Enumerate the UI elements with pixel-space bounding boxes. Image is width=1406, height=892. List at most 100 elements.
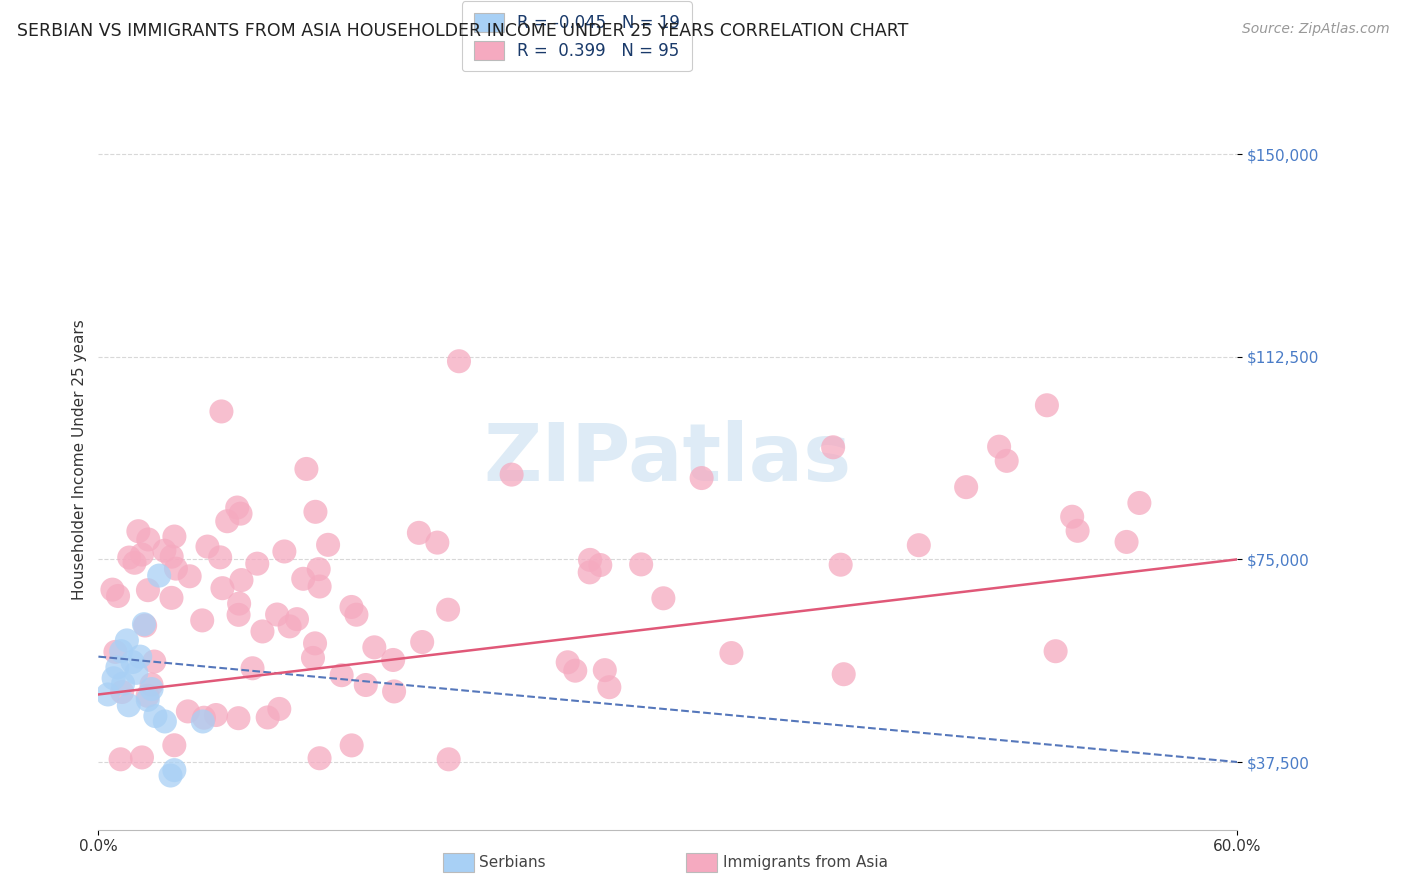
- Point: [110, 644, 132, 658]
- Point: [127, 524, 149, 539]
- Point: [104, 645, 127, 659]
- Point: [1128, 496, 1150, 510]
- Point: [145, 709, 167, 723]
- Point: [1045, 644, 1067, 658]
- Point: [143, 655, 166, 669]
- Point: [125, 665, 148, 680]
- Point: [316, 538, 339, 552]
- Point: [226, 500, 249, 515]
- Point: [266, 607, 288, 622]
- Point: [229, 507, 252, 521]
- Point: [107, 589, 129, 603]
- Point: [211, 581, 233, 595]
- Point: [129, 649, 152, 664]
- Point: [163, 530, 186, 544]
- Point: [148, 568, 170, 582]
- Point: [354, 678, 377, 692]
- Point: [269, 702, 291, 716]
- Point: [209, 550, 232, 565]
- Point: [907, 538, 929, 552]
- Point: [690, 471, 713, 485]
- Point: [217, 514, 239, 528]
- Point: [107, 660, 129, 674]
- Point: [231, 573, 253, 587]
- Point: [1066, 524, 1088, 538]
- Point: [426, 535, 449, 549]
- Point: [112, 676, 135, 690]
- Point: [160, 591, 183, 605]
- Point: [110, 752, 132, 766]
- Point: [995, 454, 1018, 468]
- Point: [823, 440, 845, 454]
- Point: [193, 711, 215, 725]
- Point: [163, 738, 186, 752]
- Point: [124, 556, 146, 570]
- Point: [340, 739, 363, 753]
- Point: [132, 617, 155, 632]
- Point: [447, 354, 470, 368]
- Point: [1062, 509, 1084, 524]
- Point: [246, 557, 269, 571]
- Point: [141, 681, 163, 696]
- Point: [564, 664, 586, 678]
- Point: [382, 653, 405, 667]
- Point: [346, 607, 368, 622]
- Point: [252, 624, 274, 639]
- Text: Immigrants from Asia: Immigrants from Asia: [723, 855, 887, 870]
- Point: [136, 533, 159, 547]
- Point: [988, 440, 1011, 454]
- Point: [115, 633, 138, 648]
- Point: [437, 603, 460, 617]
- Point: [593, 663, 616, 677]
- Text: Source: ZipAtlas.com: Source: ZipAtlas.com: [1241, 22, 1389, 37]
- Point: [278, 619, 301, 633]
- Point: [304, 505, 326, 519]
- Point: [111, 685, 134, 699]
- Point: [340, 599, 363, 614]
- Point: [408, 525, 430, 540]
- Point: [191, 714, 214, 729]
- Point: [285, 612, 308, 626]
- Point: [153, 714, 176, 729]
- Point: [720, 646, 742, 660]
- Point: [578, 566, 600, 580]
- Text: SERBIAN VS IMMIGRANTS FROM ASIA HOUSEHOLDER INCOME UNDER 25 YEARS CORRELATION CH: SERBIAN VS IMMIGRANTS FROM ASIA HOUSEHOL…: [17, 22, 908, 40]
- Point: [598, 680, 620, 694]
- Point: [579, 553, 602, 567]
- Point: [228, 597, 250, 611]
- Text: ZIPatlas: ZIPatlas: [484, 420, 852, 499]
- Legend: R = -0.045   N = 19, R =  0.399   N = 95: R = -0.045 N = 19, R = 0.399 N = 95: [463, 1, 692, 71]
- Point: [228, 711, 250, 725]
- Point: [141, 677, 163, 691]
- Point: [205, 708, 228, 723]
- Point: [411, 635, 433, 649]
- Point: [304, 636, 326, 650]
- Point: [832, 667, 855, 681]
- Point: [955, 480, 977, 494]
- Point: [273, 544, 295, 558]
- Point: [136, 583, 159, 598]
- Point: [292, 572, 315, 586]
- Point: [118, 550, 141, 565]
- Point: [501, 467, 523, 482]
- Point: [153, 543, 176, 558]
- Text: Serbians: Serbians: [479, 855, 546, 870]
- Point: [652, 591, 675, 606]
- Point: [363, 640, 385, 655]
- Point: [101, 582, 124, 597]
- Point: [437, 752, 460, 766]
- Point: [308, 751, 330, 765]
- Point: [382, 684, 405, 698]
- Point: [191, 614, 214, 628]
- Point: [228, 607, 250, 622]
- Point: [308, 562, 330, 576]
- Point: [330, 668, 353, 682]
- Point: [121, 655, 143, 669]
- Point: [209, 404, 232, 418]
- Point: [159, 768, 181, 782]
- Point: [557, 655, 579, 669]
- Point: [630, 558, 652, 572]
- Point: [163, 763, 186, 777]
- Point: [131, 750, 153, 764]
- Point: [134, 618, 156, 632]
